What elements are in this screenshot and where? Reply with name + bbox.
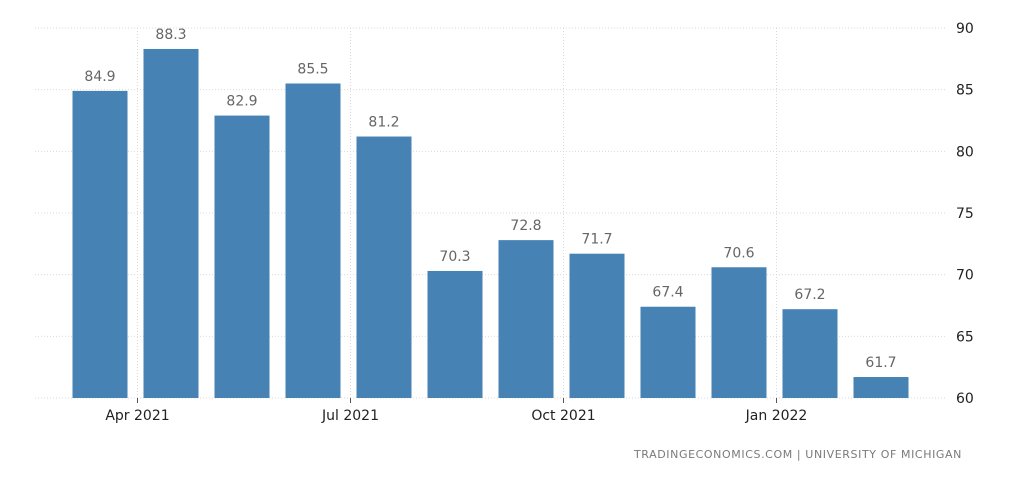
bar — [143, 48, 199, 398]
data-label: 81.2 — [368, 115, 399, 131]
bar — [853, 377, 909, 398]
data-label: 67.2 — [794, 287, 825, 303]
x-tick-label: Jan 2022 — [745, 408, 808, 424]
bar — [498, 240, 554, 398]
bar — [214, 115, 270, 399]
bar — [285, 83, 341, 398]
y-tick-label: 60 — [956, 391, 974, 407]
x-tick-label: Apr 2021 — [105, 408, 169, 424]
data-label: 70.6 — [723, 245, 754, 261]
bars — [72, 48, 909, 399]
y-tick-label: 80 — [956, 144, 974, 160]
bar — [640, 306, 696, 398]
x-axis: Apr 2021 Jul 2021 Oct 2021 Jan 2022 — [105, 398, 807, 424]
y-axis: 60 65 70 75 80 85 90 — [956, 21, 974, 407]
bar — [72, 90, 128, 399]
y-tick-label: 65 — [956, 329, 974, 345]
y-tick-label: 75 — [956, 206, 974, 222]
data-label: 88.3 — [155, 27, 186, 43]
data-label: 84.9 — [84, 69, 115, 85]
data-label: 61.7 — [865, 355, 896, 371]
x-tick-label: Jul 2021 — [321, 408, 379, 424]
y-tick-label: 85 — [956, 83, 974, 99]
y-tick-label: 90 — [956, 21, 974, 37]
data-label: 71.7 — [581, 232, 612, 248]
y-tick-label: 70 — [956, 268, 974, 284]
source-attribution: TRADINGECONOMICS.COM | UNIVERSITY OF MIC… — [633, 448, 962, 461]
data-label: 72.8 — [510, 218, 541, 234]
bar — [711, 267, 767, 398]
bar — [427, 270, 483, 398]
x-tick-label: Oct 2021 — [531, 408, 595, 424]
data-label: 82.9 — [226, 94, 257, 110]
bar-chart: 84.9 88.3 82.9 85.5 81.2 70.3 72.8 71.7 67.4 70.6… — [35, 21, 974, 424]
data-label: 67.4 — [652, 285, 683, 301]
data-label: 85.5 — [297, 62, 328, 78]
bar — [356, 136, 412, 399]
data-labels: 84.9 88.3 82.9 85.5 81.2 70.3 72.8 71.7 67.4 70.6… — [84, 27, 896, 371]
bar — [782, 309, 838, 398]
bar — [569, 253, 625, 398]
data-label: 70.3 — [439, 249, 470, 265]
